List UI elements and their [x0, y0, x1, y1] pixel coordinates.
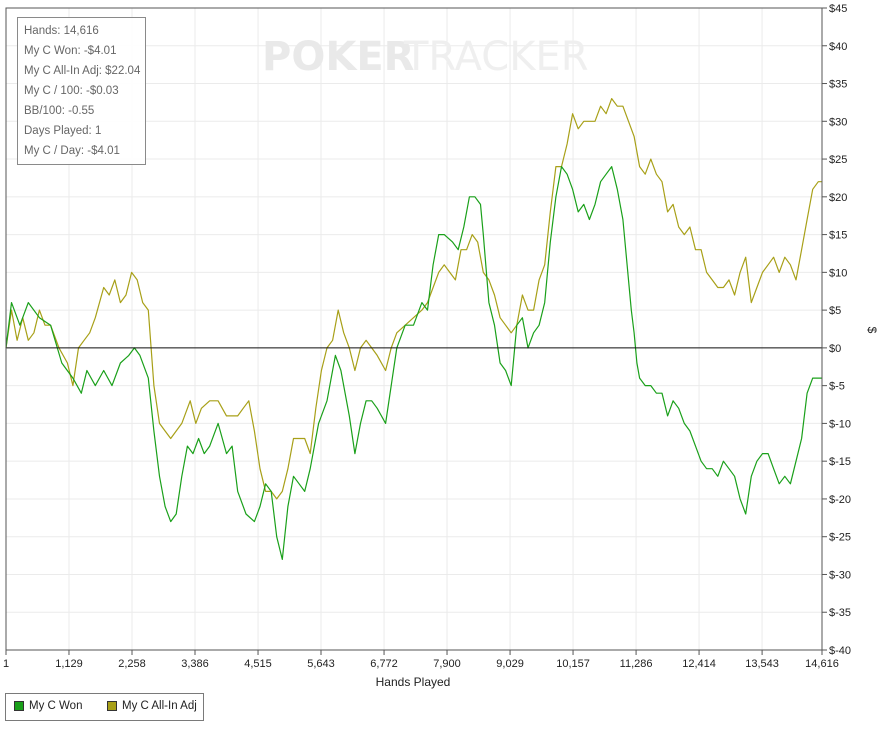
y-tick-label: $5 — [829, 305, 841, 317]
x-axis-title: Hands Played — [376, 675, 451, 689]
plot-frame — [5, 7, 823, 651]
x-tick-label: 11,286 — [620, 658, 653, 670]
x-tick-label: 5,643 — [307, 658, 335, 670]
legend-item-won[interactable]: My C Won — [14, 700, 82, 712]
watermark-tracker: TRACKER — [403, 34, 589, 80]
x-axis: 1 1,129 2,258 3,386 4,515 5,643 6,772 7,900 9,02… — [3, 650, 839, 670]
legend-swatch-won — [14, 701, 24, 711]
series-line-allin-adj — [5, 98, 822, 500]
legend-swatch-allin-adj — [107, 701, 117, 711]
y-tick-label: $-30 — [829, 569, 851, 581]
x-tick-label: 2,258 — [118, 658, 146, 670]
x-tick-label: 14,616 — [805, 658, 839, 670]
x-tick-label: 1 — [3, 658, 9, 670]
stat-won: My C Won: -$4.01 — [24, 45, 117, 57]
y-tick-label: $-20 — [829, 494, 851, 506]
y-tick-label: $30 — [829, 116, 847, 128]
y-tick-label: $-5 — [829, 381, 845, 393]
y-axis-title: $ — [865, 327, 879, 334]
stat-bb-100: BB/100: -0.55 — [24, 105, 95, 117]
legend-label-allin-adj: My C All-In Adj — [122, 700, 197, 712]
x-tick-label: 4,515 — [244, 658, 272, 670]
x-tick-label: 10,157 — [556, 658, 590, 670]
y-tick-label: $-40 — [829, 645, 851, 657]
stat-per-100: My C / 100: -$0.03 — [24, 85, 119, 97]
watermark-poker: POKER — [262, 34, 414, 80]
y-tick-label: $15 — [829, 230, 847, 242]
legend-label-won: My C Won — [29, 700, 83, 712]
y-tick-label: $10 — [829, 267, 847, 279]
y-tick-label: $-35 — [829, 607, 851, 619]
x-tick-label: 6,772 — [370, 658, 398, 670]
y-tick-label: $20 — [829, 192, 847, 204]
y-tick-label: $35 — [829, 79, 847, 91]
x-tick-label: 7,900 — [433, 658, 461, 670]
x-tick-label: 13,543 — [745, 658, 779, 670]
series-group — [5, 98, 822, 560]
x-tick-label: 9,029 — [496, 658, 524, 670]
y-axis: $45 $40 $35 $30 $25 $20 $15 $10 $5 $0 $-5 $-10 $-15 $… — [822, 3, 851, 657]
y-tick-label: $45 — [829, 3, 847, 15]
stat-hands: Hands: 14,616 — [24, 25, 99, 37]
series-line-won — [5, 166, 822, 560]
stat-per-day: My C / Day: -$4.01 — [24, 145, 120, 157]
y-tick-label: $0 — [829, 343, 841, 355]
stats-box: Hands: 14,616 My C Won: -$4.01 My C All-… — [17, 17, 146, 165]
legend: My C Won My C All-In Adj — [5, 693, 204, 721]
x-tick-label: 3,386 — [181, 658, 209, 670]
stat-allin-adj: My C All-In Adj: $22.04 — [24, 65, 141, 77]
x-tick-label: 12,414 — [682, 658, 716, 670]
y-tick-label: $-10 — [829, 418, 851, 430]
stat-days-played: Days Played: 1 — [24, 125, 102, 137]
x-tick-label: 1,129 — [55, 658, 83, 670]
legend-item-allin-adj[interactable]: My C All-In Adj — [107, 700, 197, 712]
y-tick-label: $-25 — [829, 532, 851, 544]
y-tick-label: $25 — [829, 154, 847, 166]
y-tick-label: $40 — [829, 41, 847, 53]
y-tick-label: $-15 — [829, 456, 851, 468]
